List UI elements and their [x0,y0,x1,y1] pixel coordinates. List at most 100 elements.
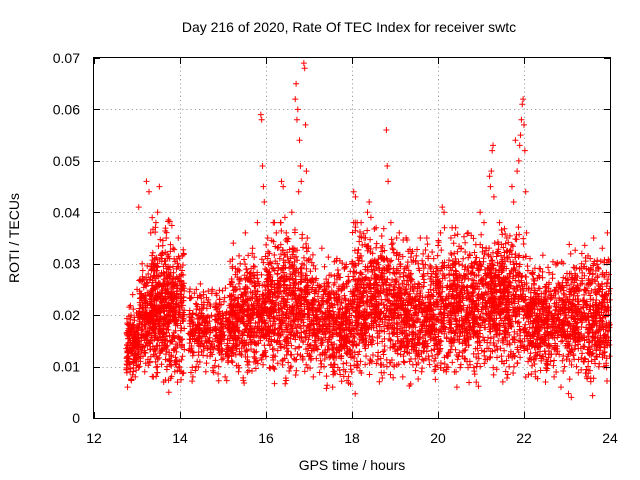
data-point [144,336,151,343]
data-point [329,304,336,311]
data-point [299,355,306,362]
data-point [157,313,164,320]
data-point [381,270,388,277]
data-point [257,304,264,311]
data-point [139,319,146,326]
data-point [320,331,327,338]
data-point [177,263,184,270]
data-point [272,320,279,327]
data-point [226,329,233,336]
data-point [277,331,284,338]
data-point [348,368,355,375]
data-point [380,361,387,368]
data-point [450,240,457,247]
data-point [303,346,310,353]
data-point [285,359,292,366]
data-point [162,285,169,292]
data-point [254,275,261,282]
data-point [284,285,291,292]
data-point [207,303,214,310]
data-point [137,294,144,301]
data-point [195,315,202,322]
data-point [282,320,289,327]
data-point [248,339,255,346]
data-point [252,365,259,372]
data-point [253,341,260,348]
data-point [466,379,473,386]
data-point [168,300,175,307]
data-point [162,356,169,363]
data-point [148,301,155,308]
data-point [498,353,505,360]
data-point [287,282,294,289]
data-point [292,296,299,303]
data-point [369,352,376,359]
data-point [204,345,211,352]
data-point [196,359,203,366]
data-point [347,381,354,388]
data-point [335,294,342,301]
data-point [388,241,395,248]
data-point [226,314,233,321]
data-point [291,246,298,253]
data-point [321,356,328,363]
data-point [289,262,296,269]
data-point [350,268,357,275]
data-point [427,262,434,269]
data-point [162,261,169,268]
data-point [200,343,207,350]
data-point [218,323,225,330]
data-point [279,356,286,363]
data-point [155,243,162,250]
data-point [289,251,296,258]
data-point [243,346,250,353]
data-point [356,238,363,245]
data-point [281,281,288,288]
data-point [178,278,185,285]
data-point [148,282,155,289]
data-point [338,378,345,385]
data-point [229,309,236,316]
data-point [181,346,188,353]
data-point [219,287,226,294]
data-point [126,304,133,311]
data-point [221,336,228,343]
data-point [204,338,211,345]
data-point [291,226,298,233]
data-point [260,361,267,368]
data-point [368,295,375,302]
data-point [188,316,195,323]
data-point [372,296,379,303]
data-point [204,319,211,326]
data-point [471,371,478,378]
data-point [375,261,382,268]
data-point [386,336,393,343]
data-point [385,298,392,305]
data-point [157,334,164,341]
data-point [303,240,310,247]
data-point [279,361,286,368]
data-point [389,240,396,247]
data-point [449,359,456,366]
data-point [475,355,482,362]
data-point [139,311,146,318]
data-point [173,303,180,310]
data-point [152,346,159,353]
data-point [323,298,330,305]
data-point [313,275,320,282]
data-point [205,288,212,295]
data-point [337,329,344,336]
data-point [301,368,308,375]
data-point [308,322,315,329]
data-point [311,331,318,338]
data-point [331,341,338,348]
data-point [296,343,303,350]
data-point [291,270,298,277]
data-point [474,360,481,367]
data-point [383,281,390,288]
data-point [146,346,153,353]
data-point [195,338,202,345]
data-point [172,311,179,318]
data-point [221,294,228,301]
data-point [274,360,281,367]
